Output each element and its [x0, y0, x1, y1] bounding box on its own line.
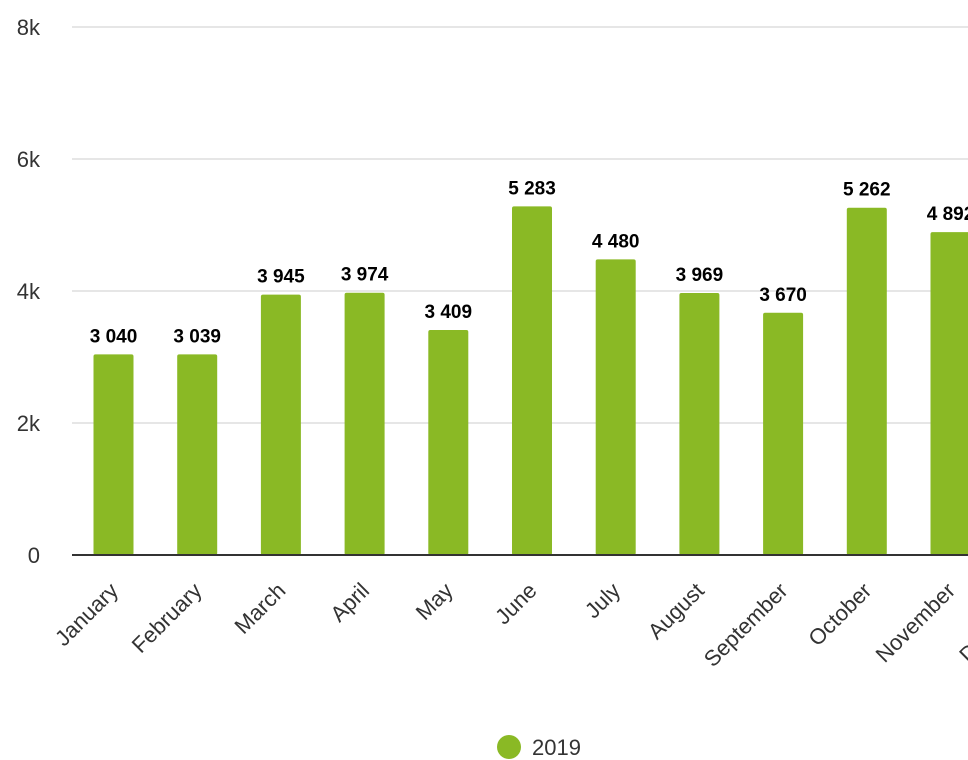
x-category-label: December [954, 578, 968, 667]
data-label: 5 262 [843, 180, 891, 201]
x-axis-category-labels: January February March April May June July Augu… [50, 578, 968, 672]
bar[interactable] [930, 232, 968, 555]
x-category-label: February [127, 578, 207, 658]
data-label: 4 480 [592, 231, 640, 252]
data-label: 3 969 [676, 265, 724, 286]
bar[interactable] [846, 207, 887, 555]
data-label: 3 670 [759, 285, 807, 306]
bar[interactable] [260, 294, 301, 555]
data-label: 3 039 [173, 326, 221, 347]
bars [93, 206, 968, 555]
x-category-label: November [871, 578, 960, 667]
bar[interactable] [595, 259, 636, 555]
y-tick-label: 6k [17, 147, 41, 172]
x-category-label: April [325, 578, 374, 627]
x-category-label: May [411, 578, 458, 625]
x-category-label: January [50, 578, 123, 651]
legend-marker-2019[interactable] [497, 735, 521, 759]
y-tick-label: 2k [17, 411, 41, 436]
x-category-label: March [230, 578, 291, 639]
data-label: 5 283 [508, 178, 556, 199]
x-category-label: October [803, 578, 876, 651]
legend[interactable]: 2019 [497, 735, 581, 760]
bar[interactable] [763, 312, 804, 555]
data-label: 4 892 [927, 204, 968, 225]
y-tick-label: 4k [17, 279, 41, 304]
bar[interactable] [344, 292, 385, 555]
data-label: 3 409 [425, 302, 473, 323]
y-tick-label: 8k [17, 15, 41, 40]
data-label: 3 974 [341, 265, 389, 286]
bar[interactable] [93, 354, 134, 555]
bar[interactable] [428, 330, 469, 555]
y-axis-tick-labels: 0 2k 4k 6k 8k [17, 15, 41, 568]
bar[interactable] [679, 293, 720, 555]
y-tick-label: 0 [28, 543, 40, 568]
data-label: 3 945 [257, 267, 305, 288]
x-category-label: September [699, 578, 793, 672]
x-category-label: July [580, 578, 625, 623]
legend-label-2019[interactable]: 2019 [532, 735, 581, 760]
bar[interactable] [177, 354, 218, 555]
bar[interactable] [512, 206, 552, 555]
x-category-label: June [490, 578, 541, 629]
data-labels: 3 040 3 039 3 945 3 974 3 409 5 283 4 480 3 969… [90, 178, 968, 347]
data-label: 3 040 [90, 326, 138, 347]
x-category-label: August [643, 578, 709, 644]
